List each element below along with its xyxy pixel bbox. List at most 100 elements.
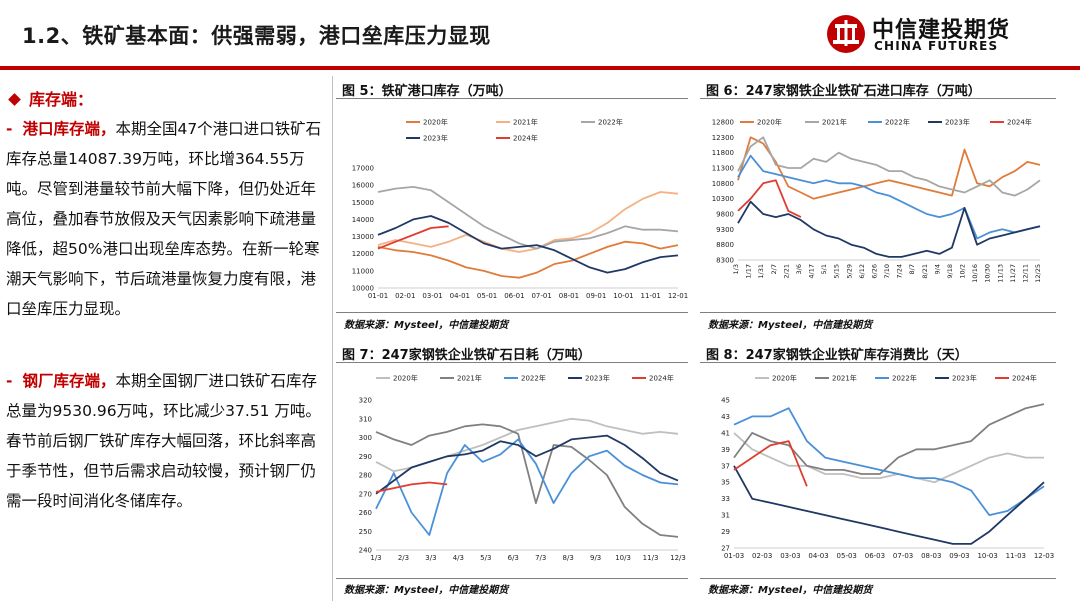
series-line-2023年 xyxy=(737,200,1041,258)
chart-source: 数据来源：Mysteel，中信建投期货 xyxy=(344,585,509,596)
x-tick-label: 5/15 xyxy=(833,264,841,279)
legend-label: 2023年 xyxy=(952,374,977,383)
series-line-2022年 xyxy=(737,154,1041,240)
x-tick-label: 8/7 xyxy=(908,264,916,274)
y-tick-label: 10800 xyxy=(712,180,734,188)
series-line-2020年 xyxy=(737,136,1041,200)
x-tick-label: 03-01 xyxy=(422,292,442,300)
page-title: 1.2、铁矿基本面：供强需弱，港口垒库压力显现 xyxy=(22,24,491,48)
x-tick-label: 07-03 xyxy=(893,552,913,560)
legend-label: 2023年 xyxy=(585,374,610,383)
chart-bottom-rule xyxy=(700,578,1056,579)
y-tick-label: 16000 xyxy=(352,182,374,190)
chart-title: 图 6：247家钢铁企业铁矿石进口库存（万吨） xyxy=(706,84,981,99)
y-tick-label: 41 xyxy=(721,429,730,437)
legend-label: 2021年 xyxy=(457,374,482,383)
x-tick-label: 12-01 xyxy=(668,292,688,300)
x-tick-label: 03-03 xyxy=(780,552,800,560)
x-tick-label: 9/4 xyxy=(933,264,941,274)
y-tick-label: 8800 xyxy=(716,241,734,249)
legend-label: 2020年 xyxy=(757,118,782,127)
chart-daily-consumption: 图 7：247家钢铁企业铁矿石日耗（万吨） 320 310 300 290 280 270… xyxy=(336,340,688,602)
diamond-bullet-icon xyxy=(8,93,21,106)
series-line-2021年 xyxy=(377,191,679,253)
series-line-2024年 xyxy=(733,440,808,487)
y-tick-label: 10000 xyxy=(352,285,374,293)
header-rule xyxy=(0,66,1080,70)
y-tick-label: 260 xyxy=(359,509,372,517)
y-tick-label: 300 xyxy=(359,434,372,442)
chart-top-rule xyxy=(336,98,688,99)
chart-title: 图 7：247家钢铁企业铁矿石日耗（万吨） xyxy=(342,348,591,363)
x-tick-label: 6/12 xyxy=(858,264,866,279)
x-tick-label: 02-03 xyxy=(752,552,772,560)
series-line-2023年 xyxy=(375,434,679,495)
dash-bullet: - xyxy=(6,120,13,138)
legend-label: 2021年 xyxy=(513,118,538,127)
section-title: 库存端： xyxy=(8,86,93,110)
port-inventory-text: 本期全国47个港口进口铁矿石库存总量14087.39万吨，环比增364.55万吨… xyxy=(6,120,322,318)
x-tick-label: 2/21 xyxy=(782,264,790,279)
slide-header: 1.2、铁矿基本面：供强需弱，港口垒库压力显现 中信建投期货 CHINA FUT… xyxy=(0,0,1080,70)
y-tick-label: 240 xyxy=(359,547,372,555)
y-tick-label: 11300 xyxy=(712,165,734,173)
x-tick-label: 4/17 xyxy=(808,264,816,279)
legend-label: 2020年 xyxy=(423,118,448,127)
port-inventory-highlight: 港口库存端， xyxy=(22,120,116,138)
legend-label: 2021年 xyxy=(832,374,857,383)
series-line-2020年 xyxy=(733,432,1044,484)
y-tick-label: 31 xyxy=(721,512,730,520)
logo-text-cn: 中信建投期货 xyxy=(872,18,1011,43)
chart-source: 数据来源：Mysteel，中信建投期货 xyxy=(708,320,873,331)
series-line-2021年 xyxy=(737,136,1041,197)
chart-top-rule xyxy=(700,362,1056,363)
legend-label: 2022年 xyxy=(892,374,917,383)
logo: 中信建投期货 CHINA FUTURES xyxy=(826,8,1066,64)
mill-inventory-paragraph: - 钢厂库存端，本期全国钢厂进口铁矿石库存总量为9530.96万吨，环比减少37.… xyxy=(6,366,324,516)
y-tick-label: 320 xyxy=(359,397,372,405)
series-line-2020年 xyxy=(375,417,679,473)
chart-title: 图 8：247家钢铁企业铁矿库存消费比（天） xyxy=(706,348,968,363)
legend-label: 2022年 xyxy=(885,118,910,127)
y-tick-label: 9800 xyxy=(716,211,734,219)
y-tick-label: 33 xyxy=(721,495,730,503)
legend-label: 2022年 xyxy=(521,374,546,383)
y-tick-label: 11000 xyxy=(352,267,374,275)
series-line-2022年 xyxy=(733,407,1045,517)
legend-label: 2020年 xyxy=(393,374,418,383)
series-line-2021年 xyxy=(375,423,679,538)
x-tick-label: 8/3 xyxy=(563,554,574,562)
series-line-2023年 xyxy=(377,215,679,274)
legend-label: 2022年 xyxy=(598,118,623,127)
legend-label: 2024年 xyxy=(649,374,674,383)
chart-svg: 12800 12300 11800 11300 10800 10300 9800 9300 88… xyxy=(712,118,1042,283)
x-tick-label: 02-01 xyxy=(395,292,415,300)
x-tick-label: 12-03 xyxy=(1034,552,1054,560)
legend-label: 2024年 xyxy=(1012,374,1037,383)
x-tick-label: 11/3 xyxy=(643,554,659,562)
chart-port-inventory: 图 5：铁矿港口库存（万吨） 17000 16000 15000 14000 13000… xyxy=(336,76,688,336)
y-tick-label: 10300 xyxy=(712,195,734,203)
x-tick-label: 07-01 xyxy=(531,292,551,300)
series-line-2021年 xyxy=(733,403,1045,475)
x-tick-label: 2/7 xyxy=(770,264,778,274)
x-tick-label: 1/3 xyxy=(370,554,381,562)
chart-title: 图 5：铁矿港口库存（万吨） xyxy=(342,84,512,99)
x-tick-label: 10/30 xyxy=(984,264,992,283)
y-tick-label: 11800 xyxy=(712,149,734,157)
legend-label: 2024年 xyxy=(513,134,538,143)
x-tick-label: 04-01 xyxy=(450,292,470,300)
x-tick-label: 9/18 xyxy=(946,264,954,279)
chart-source: 数据来源：Mysteel，中信建投期货 xyxy=(344,320,509,331)
x-tick-label: 7/3 xyxy=(535,554,546,562)
y-tick-label: 14000 xyxy=(352,216,374,224)
x-tick-label: 6/3 xyxy=(508,554,519,562)
x-tick-label: 05-01 xyxy=(477,292,497,300)
chart-mill-inventory: 图 6：247家钢铁企业铁矿石进口库存（万吨） 12800 12300 11800 1… xyxy=(700,76,1056,336)
y-tick-label: 9300 xyxy=(716,226,734,234)
series-line-2022年 xyxy=(375,438,679,536)
x-tick-label: 11/27 xyxy=(1009,264,1017,283)
y-tick-label: 310 xyxy=(359,415,372,423)
x-tick-label: 10/3 xyxy=(615,554,631,562)
x-tick-label: 12/3 xyxy=(670,554,686,562)
